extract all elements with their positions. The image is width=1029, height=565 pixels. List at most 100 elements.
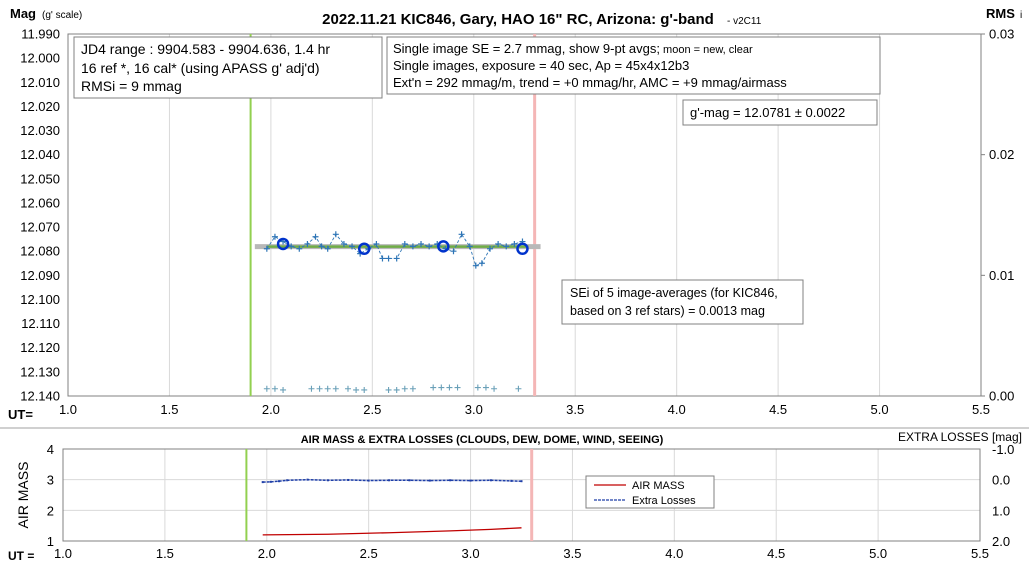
rms-point	[515, 385, 522, 392]
rms-point	[474, 384, 481, 391]
extra-losses-points	[261, 478, 523, 484]
top-y-tick-label: 12.060	[20, 195, 60, 210]
bottom-y2-tick-label: 1.0	[992, 503, 1010, 518]
top-y-tick-label: 12.130	[20, 364, 60, 379]
rms-point	[438, 384, 445, 391]
bottom-x-tick-label: 5.5	[971, 546, 989, 561]
top-y2-axis-label: RMS	[986, 6, 1015, 21]
gmag-box	[682, 99, 878, 126]
rms-points	[263, 384, 522, 393]
average-point	[357, 242, 371, 256]
rms-point	[280, 386, 287, 393]
jd-range-line: JD4 range : 9904.583 - 9904.636, 1.4 hr	[81, 41, 330, 57]
moon-condition-text: moon = new, clear	[660, 44, 753, 56]
top-y-tick-label: 12.070	[20, 220, 60, 235]
extra-losses-point	[449, 479, 452, 482]
top-y-tick-label: 12.090	[20, 268, 60, 283]
gmag-value: g'-mag = 12.0781 ± 0.0022	[690, 105, 845, 120]
extra-losses-point	[261, 481, 264, 484]
top-y-tick-label: 12.000	[20, 51, 60, 66]
bottom-x-tick-label: 3.0	[462, 546, 480, 561]
single-image-point	[401, 240, 408, 247]
average-point	[516, 242, 529, 256]
single-image-point	[312, 233, 319, 240]
extinction-line: Ext'n = 292 mmag/m, trend = +0 mmag/hr, …	[393, 75, 787, 90]
top-y-tick-label: 12.020	[20, 99, 60, 114]
single-image-point	[373, 240, 380, 247]
extra-losses-point	[408, 479, 411, 482]
exposure-info-box	[386, 36, 881, 95]
single-image-point	[349, 243, 356, 250]
bottom-x-tick-label: 5.0	[869, 546, 887, 561]
top-y-tick-label: 12.030	[20, 123, 60, 138]
rms-point	[271, 385, 278, 392]
single-image-point	[288, 243, 295, 250]
ref-star-line: 16 ref *, 16 cal* (using APASS g' adj'd)	[81, 60, 320, 76]
bottom-y-tick-label: 3	[47, 473, 54, 488]
top-y2-tick-label: 0.02	[989, 147, 1014, 162]
top-x-tick-label: 4.5	[769, 402, 787, 417]
single-image-point	[340, 240, 347, 247]
legend-extra-losses-label: Extra Losses	[632, 495, 696, 507]
rms-point	[263, 385, 270, 392]
single-image-point	[487, 245, 494, 252]
top-x-tick-label: 5.0	[871, 402, 889, 417]
bottom-y-tick-labels: 4 3 2 1	[47, 442, 54, 549]
single-image-point	[263, 245, 270, 252]
single-image-point	[324, 245, 331, 252]
top-y-tick-label: 12.050	[20, 171, 60, 186]
rms-point	[482, 384, 489, 391]
bottom-y2-tick-label: -1.0	[992, 442, 1014, 457]
rms-point	[344, 385, 351, 392]
single-image-point	[385, 255, 392, 262]
top-plot-area	[67, 33, 982, 397]
bottom-y2-tick-labels: -1.0 0.0 1.0 2.0	[992, 442, 1014, 549]
bottom-x-tick-label: 3.5	[563, 546, 581, 561]
rms-point	[446, 384, 453, 391]
top-chart-version: - v2C11	[727, 16, 762, 27]
top-y-tick-label: 12.110	[21, 316, 60, 331]
single-image-point	[478, 260, 485, 267]
extra-losses-point	[469, 479, 472, 482]
sei-line-1: SEi of 5 image-averages (for KIC846,	[570, 286, 778, 300]
single-image-point	[511, 240, 518, 247]
single-image-point	[393, 255, 400, 262]
bottom-x-axis-label: UT =	[8, 549, 34, 563]
exposure-line: Single images, exposure = 40 sec, Ap = 4…	[393, 58, 689, 73]
single-image-point	[332, 231, 339, 238]
bottom-y2-axis-label: EXTRA LOSSES [mag]	[898, 430, 1022, 444]
extra-losses-point	[510, 479, 513, 482]
bottom-x-tick-label: 2.5	[360, 546, 378, 561]
top-chart-title: 2022.11.21 KIC846, Gary, HAO 16" RC, Ari…	[322, 11, 714, 28]
top-x-axis-label: UT=	[8, 407, 33, 422]
rms-point	[316, 385, 323, 392]
extra-losses-point	[286, 479, 289, 482]
top-y-tick-label: 12.100	[20, 292, 60, 307]
rms-point	[353, 386, 360, 393]
average-point	[437, 240, 450, 253]
sei-box	[561, 279, 804, 325]
bottom-chart-title: AIR MASS & EXTRA LOSSES (CLOUDS, DEW, DO…	[301, 434, 664, 446]
bottom-y-tick-label: 4	[47, 442, 54, 457]
top-y-tick-label: 12.080	[20, 244, 60, 259]
single-image-point	[304, 240, 311, 247]
rms-point	[401, 385, 408, 392]
top-x-tick-label: 1.5	[160, 402, 178, 417]
single-image-point	[379, 255, 386, 262]
rms-point	[324, 385, 331, 392]
extra-losses-point	[278, 480, 281, 483]
single-image-point	[472, 262, 479, 269]
rms-point	[430, 384, 437, 391]
single-image-se-text: Single image SE = 2.7 mmag, show 9-pt av…	[393, 41, 660, 56]
rms-point	[409, 385, 416, 392]
legend-air-mass-label: AIR MASS	[632, 480, 685, 492]
top-x-tick-label: 1.0	[59, 402, 77, 417]
top-x-tick-label: 2.0	[262, 402, 280, 417]
bottom-y2-tick-label: 2.0	[992, 534, 1010, 549]
top-y-tick-label: 12.010	[20, 75, 60, 90]
top-y-tick-label: 11.990	[21, 27, 60, 42]
extra-losses-point	[367, 479, 370, 482]
top-y2-axis-note: i	[1020, 10, 1022, 21]
